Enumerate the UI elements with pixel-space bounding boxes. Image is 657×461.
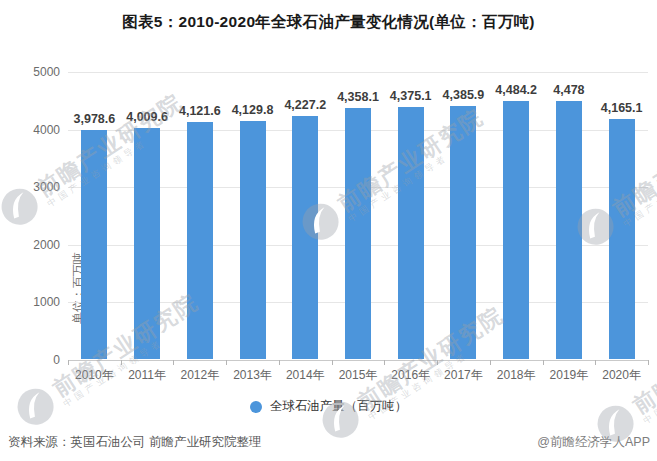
bar-value-label: 4,358.1 xyxy=(337,90,379,104)
bar-column: 4,227.22014年 xyxy=(279,72,332,360)
bar-value-label: 4,165.1 xyxy=(601,101,643,115)
legend-label: 全球石油产量（百万吨） xyxy=(270,398,408,415)
legend-item-oil-production[interactable]: 全球石油产量（百万吨） xyxy=(250,398,408,415)
bar-2010年[interactable] xyxy=(81,130,107,359)
bar-value-label: 4,484.2 xyxy=(495,83,537,97)
x-axis-label: 2020年 xyxy=(595,367,648,384)
bar-column: 4,165.12020年 xyxy=(595,72,648,360)
x-axis-tick xyxy=(595,360,596,365)
bar-value-label: 4,121.6 xyxy=(179,104,221,118)
bar-column: 3,978.62010年 xyxy=(68,72,121,360)
y-axis-tick-label: 5000 xyxy=(33,65,60,79)
x-axis-tick xyxy=(332,360,333,365)
plot-area: 单位：百万吨 0100020003000400050003,978.62010年… xyxy=(68,72,648,360)
source-note: 资料来源：英国石油公司 前瞻产业研究院整理 xyxy=(8,434,261,451)
y-axis-tick-label: 0 xyxy=(53,353,60,367)
bar-2019年[interactable] xyxy=(556,101,582,359)
legend: 全球石油产量（百万吨） xyxy=(0,398,657,415)
x-axis-tick xyxy=(543,360,544,365)
y-axis-tick-label: 2000 xyxy=(33,238,60,252)
x-axis-label: 2016年 xyxy=(384,367,437,384)
bar-2020年[interactable] xyxy=(609,119,635,359)
bar-2018年[interactable] xyxy=(503,101,529,359)
bar-2017年[interactable] xyxy=(450,106,476,359)
bar-column: 4,484.22018年 xyxy=(490,72,543,360)
x-axis-label: 2018年 xyxy=(490,367,543,384)
x-axis-label: 2017年 xyxy=(437,367,490,384)
bar-column: 4,121.62012年 xyxy=(173,72,226,360)
bar-2015年[interactable] xyxy=(345,108,371,359)
bar-value-label: 4,385.9 xyxy=(443,88,485,102)
credit-note: @前瞻经济学人APP xyxy=(537,434,650,451)
bar-column: 4,358.12015年 xyxy=(332,72,385,360)
x-axis-label: 2011年 xyxy=(121,367,174,384)
x-axis-tick xyxy=(68,360,69,365)
x-axis-tick xyxy=(226,360,227,365)
bar-column: 4,009.62011年 xyxy=(121,72,174,360)
x-axis-tick xyxy=(490,360,491,365)
bar-column: 4,375.12016年 xyxy=(384,72,437,360)
x-axis-label: 2015年 xyxy=(332,367,385,384)
x-axis-tick xyxy=(173,360,174,365)
bar-value-label: 4,227.2 xyxy=(284,98,326,112)
bar-2011年[interactable] xyxy=(134,128,160,359)
x-axis-tick xyxy=(279,360,280,365)
x-axis-line xyxy=(68,360,648,361)
bar-value-label: 4,129.8 xyxy=(232,103,274,117)
y-axis-tick-label: 4000 xyxy=(33,123,60,137)
x-axis-label: 2014年 xyxy=(279,367,332,384)
chart-title: 图表5：2010-2020年全球石油产量变化情况(单位：百万吨) xyxy=(0,12,657,33)
x-axis-label: 2010年 xyxy=(68,367,121,384)
x-axis-tick xyxy=(121,360,122,365)
legend-dot-icon xyxy=(250,401,262,413)
bar-2014年[interactable] xyxy=(292,116,318,359)
bar-2013年[interactable] xyxy=(240,121,266,359)
x-axis-tick xyxy=(437,360,438,365)
bar-value-label: 3,978.6 xyxy=(74,112,116,126)
bar-column: 4,385.92017年 xyxy=(437,72,490,360)
bar-column: 4,4782019年 xyxy=(543,72,596,360)
x-axis-tick xyxy=(648,360,649,365)
bar-value-label: 4,478 xyxy=(553,83,584,97)
x-axis-tick xyxy=(384,360,385,365)
bar-column: 4,129.82013年 xyxy=(226,72,279,360)
bar-value-label: 4,375.1 xyxy=(390,89,432,103)
y-axis-tick-label: 1000 xyxy=(33,295,60,309)
x-axis-label: 2012年 xyxy=(173,367,226,384)
x-axis-label: 2013年 xyxy=(226,367,279,384)
x-axis-label: 2019年 xyxy=(543,367,596,384)
chart-figure: 图表5：2010-2020年全球石油产量变化情况(单位：百万吨) 单位：百万吨 … xyxy=(0,0,657,461)
bar-2016年[interactable] xyxy=(398,107,424,359)
bar-value-label: 4,009.6 xyxy=(126,110,168,124)
bar-2012年[interactable] xyxy=(187,122,213,359)
y-axis-tick-label: 3000 xyxy=(33,180,60,194)
